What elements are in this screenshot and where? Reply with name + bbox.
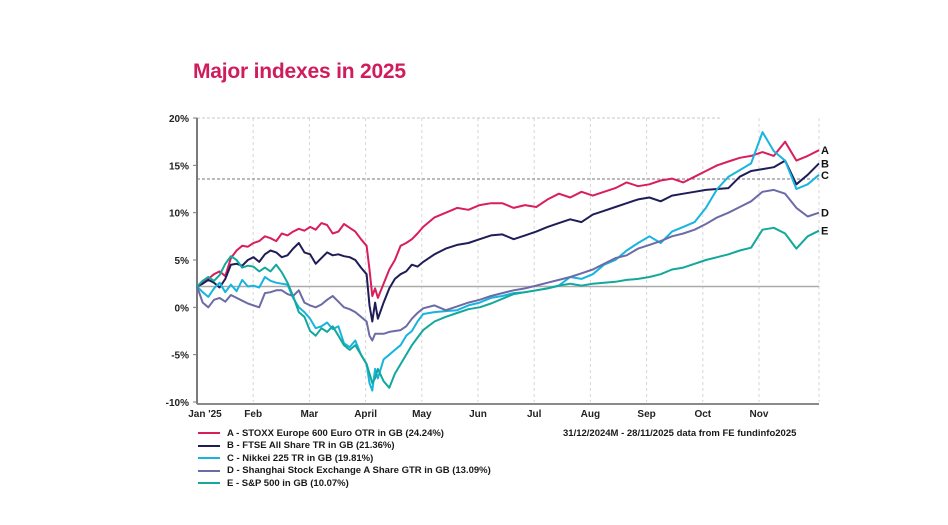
series-end-label-b: B — [821, 158, 829, 170]
y-tick-label: 5% — [175, 256, 190, 267]
legend-item-c: C - Nikkei 225 TR in GB (19.81%) — [198, 452, 491, 465]
legend-swatch-d — [198, 469, 220, 472]
series-line-c — [196, 131, 820, 392]
x-tick-label: Jan '25 — [188, 409, 222, 420]
legend-label-a: A - STOXX Europe 600 Euro OTR in GB (24.… — [227, 427, 444, 439]
legend-label-c: C - Nikkei 225 TR in GB (19.81%) — [227, 452, 374, 464]
x-tick-label: Sep — [637, 409, 655, 420]
y-axis-ticks: 20% 15% 10% 5% 0% -5% -10% — [166, 114, 197, 409]
legend-swatch-c — [198, 457, 220, 460]
x-axis-ticks: Jan '25 Feb Mar April May Jun Jul Aug Sep Oct Nov — [188, 409, 769, 420]
x-tick-label: May — [412, 409, 432, 420]
legend: A - STOXX Europe 600 Euro OTR in GB (24.… — [198, 427, 491, 490]
y-tick-label: 15% — [169, 161, 189, 172]
legend-label-e: E - S&P 500 in GB (10.07%) — [227, 477, 349, 489]
series-end-label-c: C — [821, 170, 829, 182]
legend-item-d: D - Shanghai Stock Exchange A Share GTR … — [198, 465, 491, 478]
x-tick-label: Jun — [469, 409, 487, 420]
x-tick-label: Aug — [581, 409, 600, 420]
series-end-label-e: E — [821, 226, 828, 238]
legend-label-b: B - FTSE All Share TR in GB (21.36%) — [227, 440, 395, 452]
series-line-e — [196, 226, 820, 389]
legend-item-a: A - STOXX Europe 600 Euro OTR in GB (24.… — [198, 427, 491, 440]
y-tick-label: 20% — [169, 114, 189, 125]
axes — [196, 118, 819, 405]
legend-item-e: E - S&P 500 in GB (10.07%) — [198, 477, 491, 490]
y-tick-label: -5% — [171, 351, 189, 362]
source-note: 31/12/2024M - 28/11/2025 data from FE fu… — [563, 428, 797, 439]
grid — [197, 117, 820, 402]
legend-item-b: B - FTSE All Share TR in GB (21.36%) — [198, 440, 491, 453]
series-line-d — [196, 188, 820, 342]
legend-label-d: D - Shanghai Stock Exchange A Share GTR … — [227, 465, 491, 477]
series-line-a — [196, 140, 820, 299]
y-tick-label: 10% — [169, 209, 189, 220]
series-end-label-d: D — [821, 208, 829, 220]
x-tick-label: Mar — [301, 409, 319, 420]
legend-swatch-b — [198, 444, 220, 447]
series-line-b — [196, 159, 820, 323]
series-end-label-a: A — [821, 145, 829, 157]
legend-swatch-e — [198, 482, 220, 485]
chart-title: Major indexes in 2025 — [193, 60, 406, 83]
y-tick-label: -10% — [166, 398, 189, 409]
x-tick-label: Oct — [694, 409, 711, 420]
y-tick-label: 0% — [175, 303, 190, 314]
series-end-labels: ABC DE — [821, 145, 829, 237]
x-tick-label: Jul — [527, 409, 542, 420]
x-tick-label: Feb — [244, 409, 262, 420]
series-lines — [196, 131, 820, 392]
legend-swatch-a — [198, 432, 220, 435]
x-tick-label: Nov — [750, 409, 769, 420]
x-tick-label: April — [354, 409, 377, 420]
